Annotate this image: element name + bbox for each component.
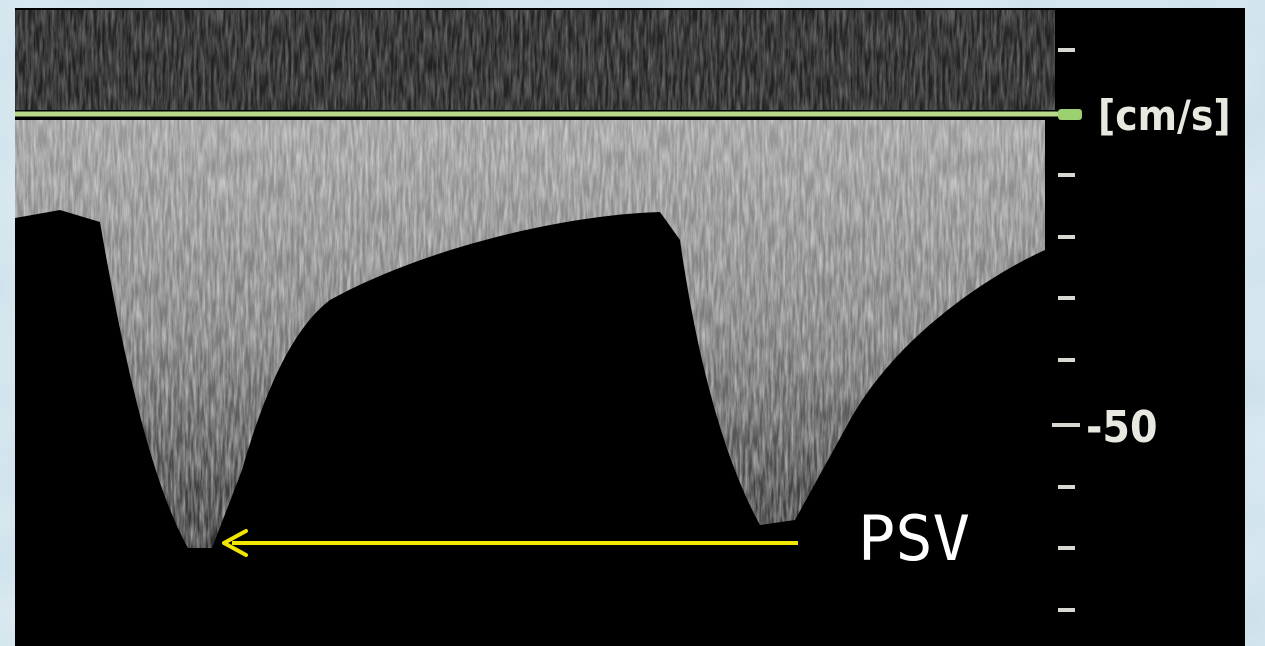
- psv-annotation: PSV: [858, 502, 970, 575]
- noise-band: [15, 10, 1055, 110]
- scale-label: -50: [1086, 402, 1158, 453]
- baseline-marker: [1058, 109, 1082, 120]
- slide: [cm/s] -50 PSV: [0, 0, 1265, 646]
- unit-label: [cm/s]: [1098, 91, 1231, 140]
